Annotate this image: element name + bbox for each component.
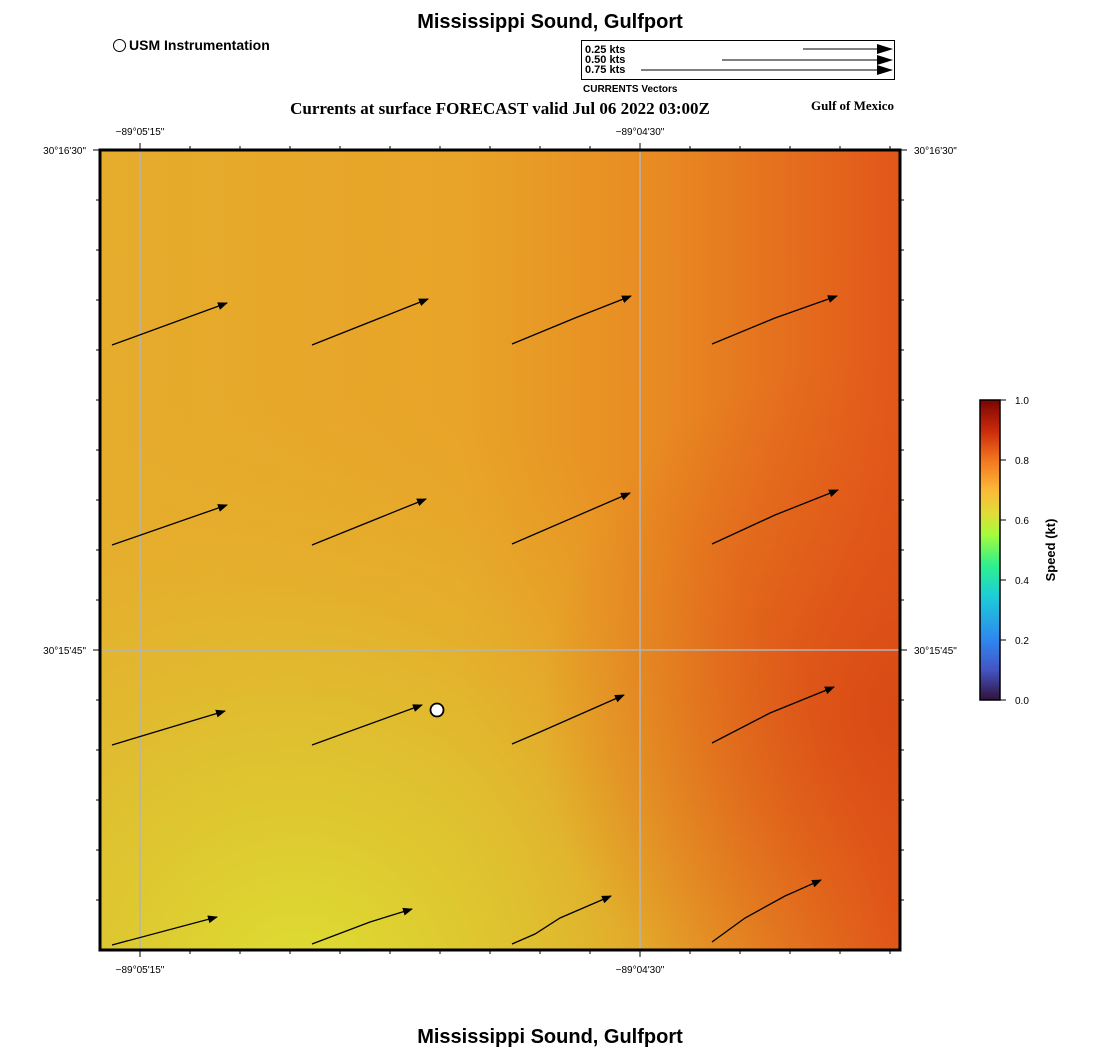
current-vector: [711, 489, 839, 545]
vector-scale-label-075: 0.75 kts: [585, 64, 626, 76]
current-vector: [511, 492, 631, 545]
colorbar-tick-02: 0.2: [1015, 636, 1029, 647]
station-legend: USM Instrumentation: [113, 37, 270, 53]
colorbar-tick-10: 1.0: [1015, 396, 1029, 407]
speed-colorbar: 1.0 0.8 0.6 0.4 0.2 0.0 Speed (kt): [979, 396, 1058, 707]
lat-label-right-2: 30°15'45": [914, 646, 957, 657]
frame-ticks: [93, 143, 907, 957]
current-vector: [711, 879, 822, 943]
vector-scale-label-025: 0.25 kts: [585, 44, 626, 56]
lat-label-left-1: 30°16'30": [43, 146, 86, 157]
lon-label-top-2: −89°04'30": [616, 127, 665, 138]
station-legend-label: USM Instrumentation: [129, 37, 270, 53]
current-vector: [511, 295, 632, 345]
vector-scale-arrows: [641, 44, 893, 75]
current-vectors: [111, 295, 839, 946]
region-label: Gulf of Mexico: [811, 98, 895, 113]
lon-label-top-1: −89°05'15": [116, 127, 165, 138]
vector-legend-caption: CURRENTS Vectors: [583, 84, 678, 95]
colorbar-tick-00: 0.0: [1015, 696, 1029, 707]
colorbar-tick-06: 0.6: [1015, 516, 1029, 527]
colorbar-tick-08: 0.8: [1015, 456, 1029, 467]
current-vector: [311, 298, 429, 346]
map-subtitle: Currents at surface FORECAST valid Jul 0…: [290, 99, 710, 118]
current-vector: [711, 686, 835, 744]
current-vector: [111, 302, 228, 346]
speed-field: [100, 150, 900, 950]
vector-scale-label-050: 0.50 kts: [585, 54, 626, 66]
usm-instrumentation-station[interactable]: [429, 702, 445, 718]
current-vector: [311, 498, 427, 546]
map-footer-title: Mississippi Sound, Gulfport: [417, 1026, 683, 1048]
colorbar-title: Speed (kt): [1043, 519, 1058, 582]
lat-label-right-1: 30°16'30": [914, 146, 957, 157]
current-vector: [311, 704, 423, 746]
current-vector: [711, 295, 838, 345]
current-vector: [111, 915, 218, 946]
current-vector: [311, 907, 413, 945]
lon-label-bottom-2: −89°04'30": [616, 965, 665, 976]
lon-label-bottom-1: −89°05'15": [116, 965, 165, 976]
lat-label-left-2: 30°15'45": [43, 646, 86, 657]
current-vector: [511, 694, 625, 745]
map-title: Mississippi Sound, Gulfport: [417, 11, 683, 33]
gridlines: [100, 150, 900, 950]
colorbar-tick-04: 0.4: [1015, 576, 1029, 587]
current-vector: [511, 895, 612, 945]
station-marker-icon: [113, 38, 126, 52]
current-vector: [111, 709, 226, 746]
current-vector: [111, 504, 228, 546]
